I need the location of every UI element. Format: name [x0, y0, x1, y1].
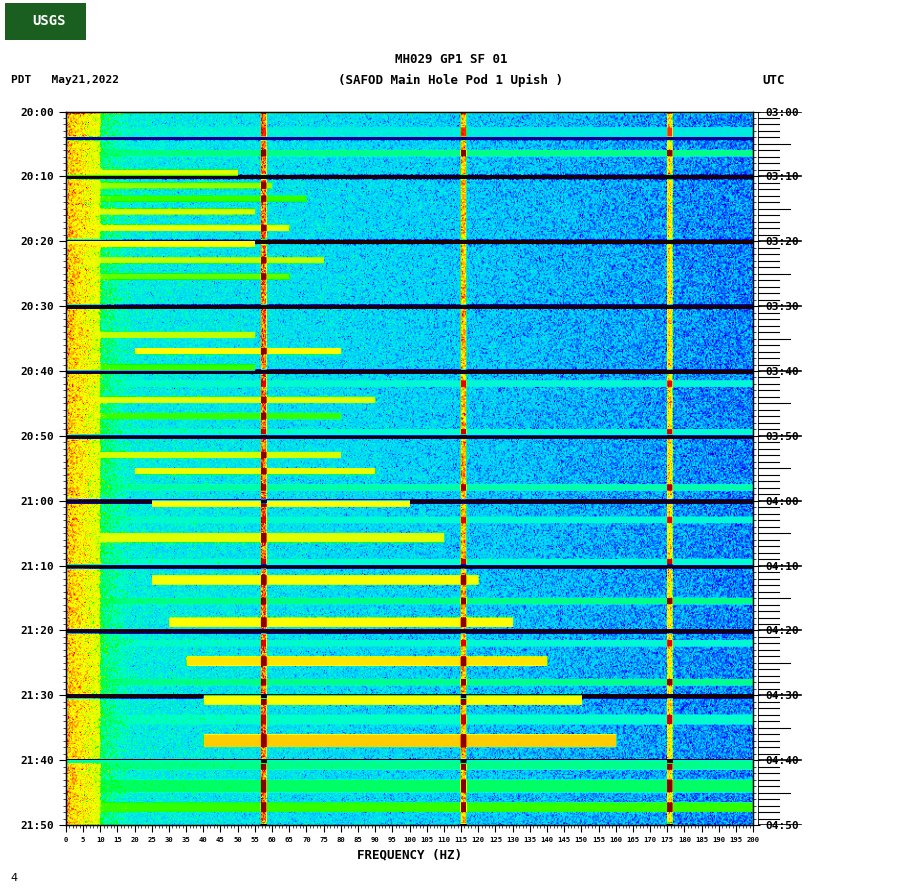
- X-axis label: FREQUENCY (HZ): FREQUENCY (HZ): [357, 848, 462, 862]
- Text: MH029 GP1 SF 01: MH029 GP1 SF 01: [395, 54, 507, 66]
- Text: PDT   May21,2022: PDT May21,2022: [11, 75, 119, 86]
- Text: UTC: UTC: [762, 74, 785, 87]
- Text: 4: 4: [11, 873, 18, 883]
- Text: USGS: USGS: [32, 14, 66, 29]
- Text: (SAFOD Main Hole Pod 1 Upish ): (SAFOD Main Hole Pod 1 Upish ): [338, 74, 564, 87]
